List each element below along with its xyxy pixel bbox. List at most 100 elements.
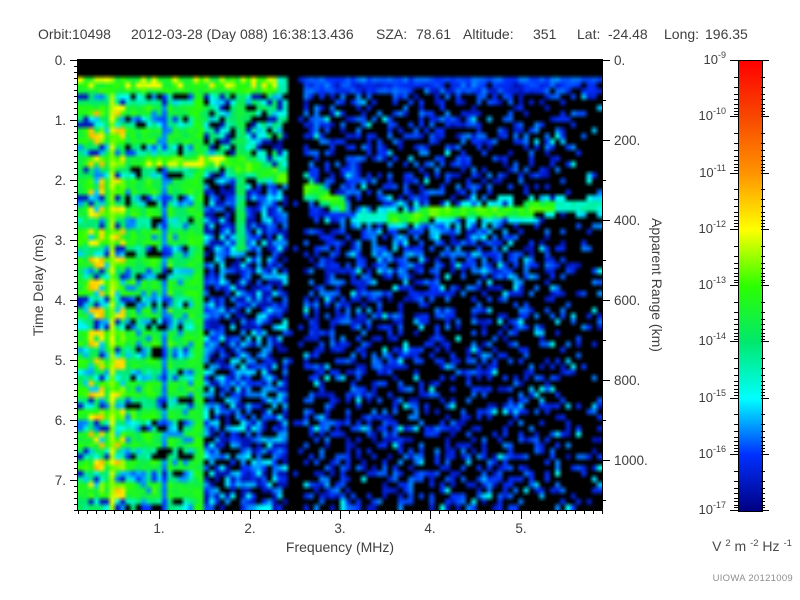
cb-minor-tick — [734, 94, 738, 95]
x-minor-tick — [557, 510, 558, 514]
cb-major-tick — [761, 285, 769, 286]
y2-tick-label: 800. — [614, 373, 641, 388]
y-minor-tick — [74, 366, 78, 367]
cb-minor-tick — [734, 441, 738, 442]
cb-minor-tick — [761, 104, 765, 105]
cb-minor-tick — [761, 199, 765, 200]
y-tick-label: 5. — [54, 353, 66, 368]
y-minor-tick — [74, 372, 78, 373]
cb-major-tick — [761, 173, 769, 174]
cb-minor-tick — [761, 312, 765, 313]
cb-minor-tick — [761, 389, 765, 390]
y-minor-tick — [74, 396, 78, 397]
y-minor-tick — [74, 72, 78, 73]
long-label: Long: — [664, 26, 700, 42]
cb-minor-tick — [734, 256, 738, 257]
x-tick-label: 1. — [153, 521, 165, 536]
x-minor-tick — [232, 510, 233, 514]
cb-minor-tick — [734, 160, 738, 161]
cb-tick-label: 10-14 — [698, 331, 726, 348]
cb-minor-tick — [761, 170, 765, 171]
x-minor-tick — [105, 510, 106, 514]
y-minor-tick — [74, 444, 78, 445]
y-tick-label: 4. — [54, 293, 66, 308]
y-minor-tick — [74, 432, 78, 433]
x-minor-tick — [168, 510, 169, 514]
cb-minor-tick — [734, 111, 738, 112]
y2-tick-label: 1000. — [614, 453, 648, 468]
cb-minor-tick — [761, 94, 765, 95]
cb-major-tick — [730, 116, 738, 117]
cb-minor-tick — [734, 99, 738, 100]
y-minor-tick — [74, 402, 78, 403]
y-minor-tick — [74, 156, 78, 157]
y-minor-tick — [74, 390, 78, 391]
cb-major-tick — [730, 60, 738, 61]
long-value: 196.35 — [705, 26, 748, 42]
y-minor-tick — [74, 318, 78, 319]
cb-minor-tick — [734, 414, 738, 415]
y2-major-tick — [602, 380, 610, 381]
cb-minor-tick — [761, 471, 765, 472]
y-minor-tick — [74, 264, 78, 265]
cb-major-tick — [730, 341, 738, 342]
y-minor-tick — [74, 294, 78, 295]
x-minor-tick — [358, 510, 359, 514]
cb-minor-tick — [734, 143, 738, 144]
cb-minor-tick — [734, 246, 738, 247]
y2-minor-tick — [602, 420, 606, 421]
y2-major-tick — [602, 220, 610, 221]
cb-minor-tick — [734, 77, 738, 78]
y-major-tick — [70, 480, 78, 481]
x-minor-tick — [186, 510, 187, 514]
cb-minor-tick — [761, 505, 765, 506]
x-minor-tick — [485, 510, 486, 514]
cb-minor-tick — [734, 167, 738, 168]
cb-major-tick — [761, 454, 769, 455]
x-axis-label: Frequency (MHz) — [285, 539, 395, 555]
x-minor-tick — [412, 510, 413, 514]
cb-minor-tick — [734, 507, 738, 508]
y2-tick-label: 0. — [614, 53, 626, 68]
cb-minor-tick — [734, 431, 738, 432]
y-minor-tick — [74, 288, 78, 289]
cb-major-tick — [761, 510, 769, 511]
cb-minor-tick — [734, 358, 738, 359]
cb-minor-tick — [734, 437, 738, 438]
cb-minor-tick — [734, 448, 738, 449]
x-minor-tick — [313, 510, 314, 514]
x-minor-tick — [286, 510, 287, 514]
x-minor-tick — [295, 510, 296, 514]
y-minor-tick — [74, 216, 78, 217]
cb-minor-tick — [761, 336, 765, 337]
y-minor-tick — [74, 198, 78, 199]
x-minor-tick — [584, 510, 585, 514]
y-minor-tick — [74, 276, 78, 277]
x-minor-tick — [476, 510, 477, 514]
y-minor-tick — [74, 474, 78, 475]
cb-minor-tick — [761, 276, 765, 277]
cb-minor-tick — [761, 280, 765, 281]
x-minor-tick — [78, 510, 79, 514]
cb-minor-tick — [734, 498, 738, 499]
cb-minor-tick — [761, 212, 765, 213]
y-minor-tick — [74, 468, 78, 469]
cb-minor-tick — [734, 471, 738, 472]
cb-minor-tick — [761, 302, 765, 303]
x-minor-tick — [421, 510, 422, 514]
y2-major-tick — [602, 300, 610, 301]
cb-major-tick — [730, 229, 738, 230]
y-minor-tick — [74, 330, 78, 331]
y-minor-tick — [74, 90, 78, 91]
cb-major-tick — [761, 341, 769, 342]
cb-minor-tick — [734, 481, 738, 482]
cb-minor-tick — [761, 501, 765, 502]
x-minor-tick — [277, 510, 278, 514]
y2-tick-label: 400. — [614, 213, 641, 228]
y-tick-label: 3. — [54, 233, 66, 248]
cb-minor-tick — [761, 424, 765, 425]
cb-minor-tick — [761, 216, 765, 217]
y-minor-tick — [74, 246, 78, 247]
x-minor-tick — [466, 510, 467, 514]
y-minor-tick — [74, 138, 78, 139]
